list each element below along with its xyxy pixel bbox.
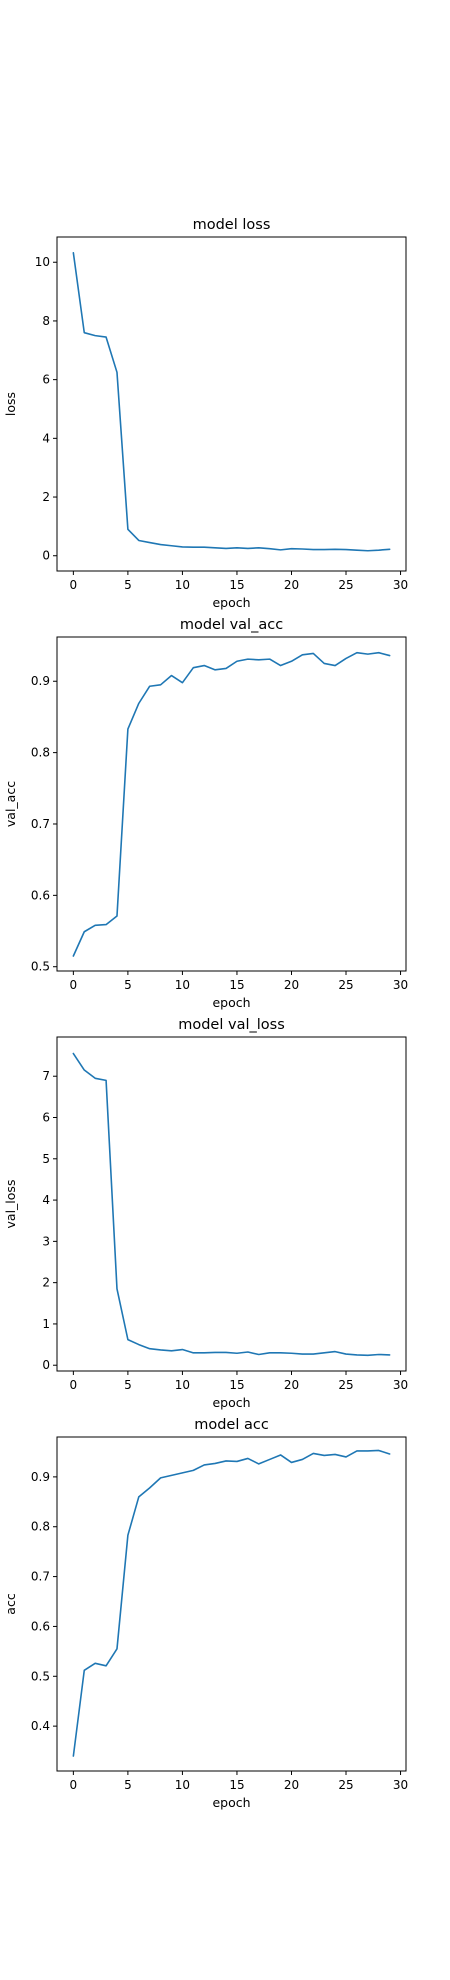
y-tick-label: 3	[42, 1234, 50, 1248]
x-tick-label: 15	[229, 1778, 244, 1792]
x-axis-label: epoch	[212, 1395, 250, 1410]
series-line	[72, 252, 391, 552]
x-tick-label: 25	[338, 1378, 353, 1392]
y-tick-label: 0.7	[31, 817, 50, 831]
x-tick-label: 15	[229, 578, 244, 592]
y-tick-label: 8	[42, 314, 50, 328]
x-tick-label: 25	[338, 1778, 353, 1792]
y-axis-label: val_loss	[3, 1180, 18, 1229]
x-tick-label: 0	[70, 1378, 78, 1392]
x-tick-label: 0	[70, 578, 78, 592]
y-tick-label: 0.6	[31, 888, 50, 902]
y-tick-label: 2	[42, 490, 50, 504]
plot-frame	[56, 636, 407, 972]
x-axis-label: epoch	[212, 995, 250, 1010]
series-line	[72, 651, 391, 957]
y-tick-label: 0.7	[31, 1570, 50, 1584]
y-axis-label: val_acc	[3, 781, 18, 827]
x-tick-label: 5	[124, 1778, 132, 1792]
y-tick-label: 0	[42, 549, 50, 563]
y-tick-label: 6	[42, 373, 50, 387]
x-axis-label: epoch	[212, 1795, 250, 1810]
x-tick-label: 30	[393, 1378, 408, 1392]
y-tick-label: 0.6	[31, 1619, 50, 1633]
x-tick-label: 20	[284, 578, 299, 592]
chart-title: model val_loss	[178, 1017, 285, 1033]
plot-frame	[56, 236, 407, 572]
y-tick-label: 0.9	[31, 674, 50, 688]
y-tick-label: 0.5	[31, 960, 50, 974]
x-tick-label: 20	[284, 1378, 299, 1392]
x-tick-label: 0	[70, 1778, 78, 1792]
x-tick-label: 10	[175, 1378, 190, 1392]
x-tick-label: 25	[338, 978, 353, 992]
x-axis-label: epoch	[212, 595, 250, 610]
series-line	[72, 1449, 391, 1757]
y-tick-label: 1	[42, 1317, 50, 1331]
y-tick-label: 0	[42, 1358, 50, 1372]
x-tick-label: 20	[284, 1778, 299, 1792]
y-axis-label: acc	[3, 1593, 18, 1615]
chart-title: model val_acc	[180, 617, 283, 633]
x-tick-label: 30	[393, 1778, 408, 1792]
y-tick-label: 7	[42, 1069, 50, 1083]
plot-frame	[56, 1436, 407, 1772]
y-tick-label: 0.9	[31, 1470, 50, 1484]
x-tick-label: 10	[175, 578, 190, 592]
series-line	[72, 1052, 391, 1357]
y-tick-label: 2	[42, 1276, 50, 1290]
x-tick-label: 10	[175, 1778, 190, 1792]
x-tick-label: 5	[124, 978, 132, 992]
y-tick-label: 0.4	[31, 1719, 50, 1733]
y-tick-label: 0.8	[31, 1520, 50, 1534]
x-tick-label: 30	[393, 978, 408, 992]
x-tick-label: 5	[124, 578, 132, 592]
chart-2: model val_acc 0 5 10 15 20 25 30 0.5 0.6 0.7 0.8 0.9…	[3, 617, 408, 1010]
x-tick-label: 0	[70, 978, 78, 992]
x-tick-label: 25	[338, 578, 353, 592]
x-tick-label: 15	[229, 978, 244, 992]
y-tick-label: 0.5	[31, 1669, 50, 1683]
y-axis-label: loss	[3, 392, 18, 416]
y-tick-label: 10	[35, 255, 50, 269]
chart-title: model loss	[193, 217, 271, 233]
chart-title: model acc	[194, 1417, 269, 1433]
y-tick-label: 0.8	[31, 746, 50, 760]
x-tick-label: 20	[284, 978, 299, 992]
x-tick-label: 30	[393, 578, 408, 592]
x-tick-label: 15	[229, 1378, 244, 1392]
y-tick-label: 5	[42, 1152, 50, 1166]
x-tick-label: 10	[175, 978, 190, 992]
y-tick-label: 4	[42, 1193, 50, 1207]
chart-1: model loss 0 5 10 15 20 25 30 0 2 4 6 8 10 epoch loss	[3, 217, 408, 610]
chart-4: model acc 0 5 10 15 20 25 30 0.4 0.5 0.6 0.7 0.8 0.9 e…	[3, 1417, 408, 1810]
y-tick-label: 4	[42, 431, 50, 445]
plot-frame	[56, 1036, 407, 1372]
chart-3: model val_loss 0 5 10 15 20 25 30 0 1 2 3 4 5 6 7 epoch v…	[3, 1017, 408, 1410]
y-tick-label: 6	[42, 1111, 50, 1125]
x-tick-label: 5	[124, 1378, 132, 1392]
